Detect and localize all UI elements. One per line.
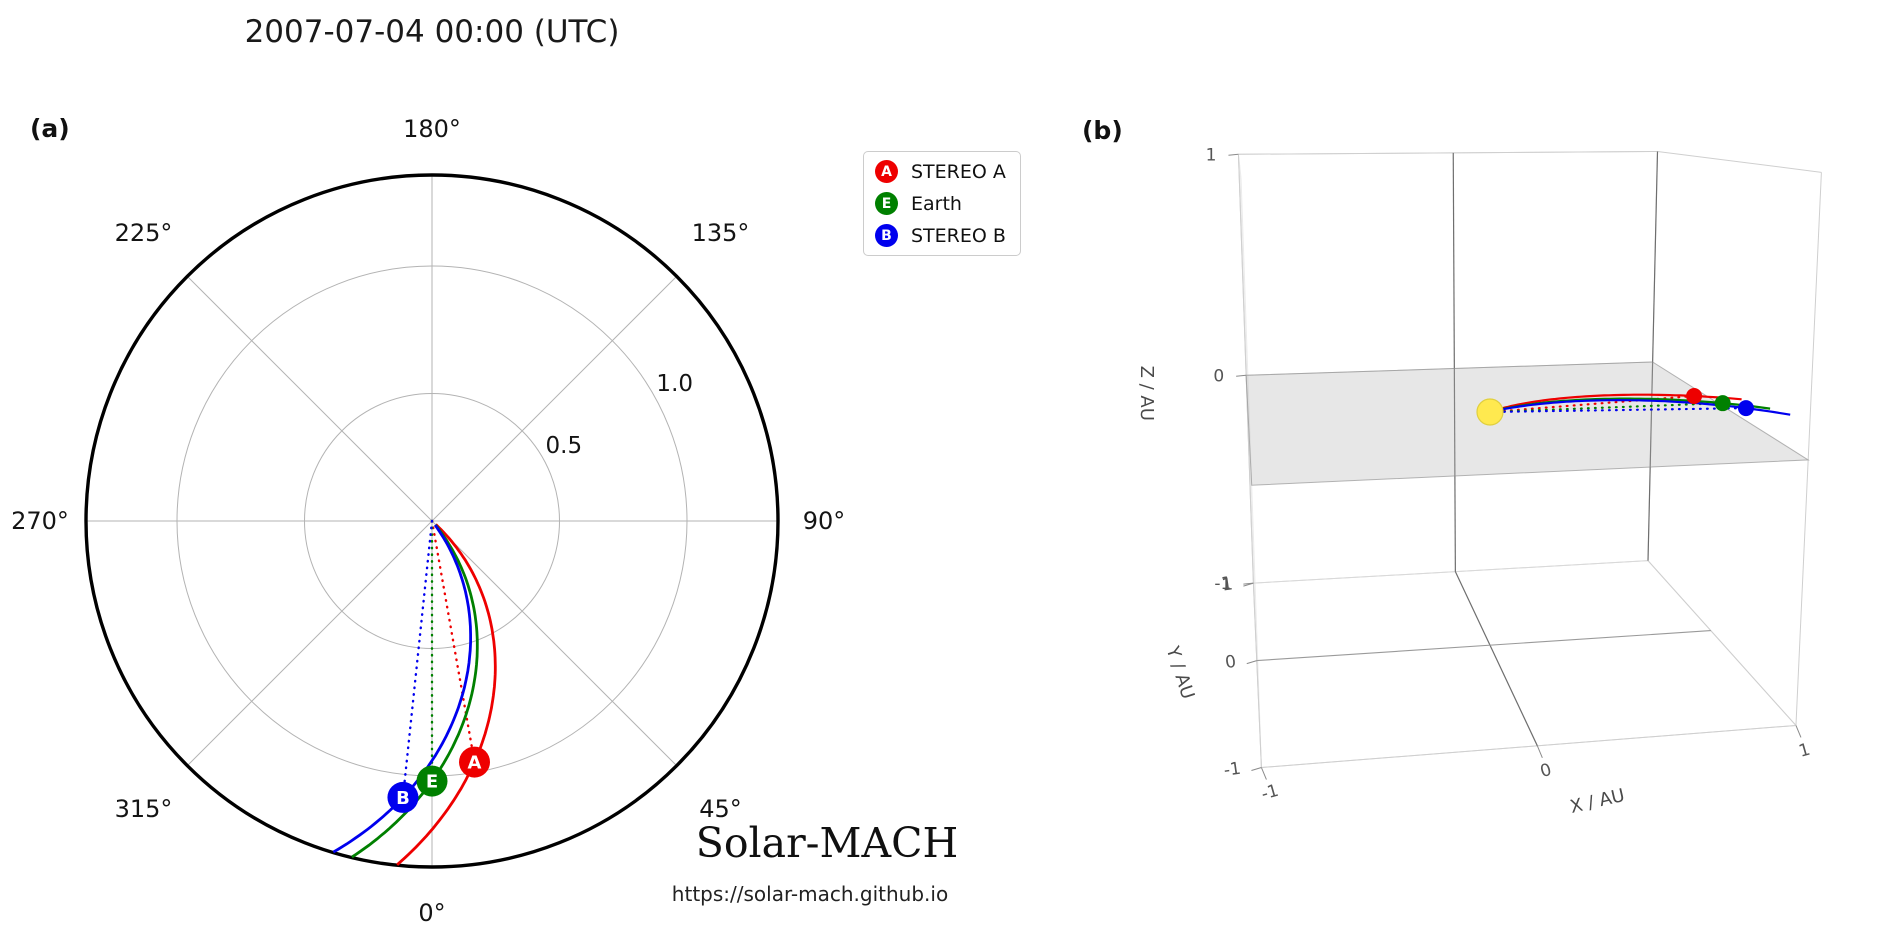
panel-a-label: (a) [30, 114, 70, 143]
earth-marker: E [416, 765, 448, 797]
polar-angle-label-315: 315° [114, 795, 173, 824]
polar-angle-label-270: 270° [11, 507, 69, 535]
figure-title: 2007-07-04 00:00 (UTC) [244, 14, 620, 50]
polar-angle-label-180: 180° [403, 115, 461, 143]
stereo-b-marker: B [387, 781, 419, 813]
x-tick-label-0: 0 [1538, 760, 1554, 782]
stereo-a-marker-circle [459, 746, 491, 778]
solar-mach-url: https://solar-mach.github.io [671, 882, 949, 906]
y-tickmark-1 [1243, 582, 1254, 587]
x-tickmark-0 [1536, 745, 1543, 758]
edge-left-back [1237, 154, 1254, 584]
legend-item-earth: E Earth [875, 192, 1006, 215]
stereo-b-marker-letter: B [396, 788, 410, 809]
z-axis-label: Z / AU [1136, 366, 1157, 421]
stereo-b-direct-dotted-line-3d [1488, 407, 1748, 414]
stereo-b-parker-spiral-3d [1494, 398, 1791, 416]
legend-label: Earth [911, 192, 962, 215]
z-tick-label-0: 0 [1213, 366, 1224, 386]
floor-grid-y1 [1253, 560, 1649, 584]
z-tickmark-0 [1236, 374, 1247, 377]
polar-angle-label-45: 45° [699, 795, 742, 824]
z-tick-label-1: 1 [1206, 145, 1217, 165]
edge-back-right-dark [1647, 151, 1659, 561]
stereo-a-direct-dotted-line-3d [1488, 394, 1696, 414]
y-tick-label--1: -1 [1223, 759, 1243, 781]
earth-marker-circle [416, 765, 448, 797]
polar-plot: BE A [84, 173, 780, 869]
z-tickmark-1 [1228, 153, 1239, 156]
stereo-b-marker-icon: B [875, 224, 898, 247]
earth-dot-3d [1714, 395, 1731, 412]
polar-body-stereo-a [396, 519, 497, 866]
ecliptic-plane [1245, 361, 1810, 486]
y-tick-label-1: 1 [1221, 574, 1235, 595]
polar-angle-label-225: 225° [114, 218, 173, 247]
x-tickmark-1 [1795, 725, 1802, 738]
legend: A STEREO A E Earth B STEREO B [863, 151, 1021, 256]
edge-left-front [1252, 583, 1262, 768]
stereo-a-dot-3d [1686, 388, 1703, 405]
earth-marker-letter: E [426, 772, 438, 793]
stereo-b-radial-dotted-line [401, 519, 434, 799]
polar-spoke-135 [431, 275, 678, 522]
stereo-a-marker: A [459, 746, 491, 778]
y-tick-label-0: 0 [1224, 652, 1238, 673]
z-tick-label--1: -1 [1214, 574, 1231, 594]
polar-r-label-1: 1.0 [656, 370, 694, 397]
earth-marker-icon: E [875, 192, 898, 215]
x-axis-label: X / AU [1568, 785, 1627, 818]
floor-grid-y0-dark [1256, 630, 1711, 662]
edge-bottom-front [1261, 724, 1796, 769]
stereo-a-marker-icon: A [875, 160, 898, 183]
legend-label: STEREO A [911, 160, 1006, 183]
floor-grid-x0-dark [1454, 571, 1538, 747]
x-tick-label--1: -1 [1259, 781, 1281, 805]
legend-item-stereo-b: B STEREO B [875, 224, 1006, 247]
polar-spoke-45 [431, 520, 678, 767]
polar-r-label-0.5: 0.5 [545, 433, 583, 460]
polar-angle-label-0: 0° [418, 899, 446, 927]
polar-angle-label-90: 90° [802, 507, 846, 535]
sun-marker-3d [1476, 398, 1504, 426]
polar-outer-boundary [84, 173, 780, 869]
edge-top-back [1238, 150, 1658, 155]
stereo-b-marker-circle [387, 781, 419, 813]
stereo-a-marker-letter: A [468, 753, 482, 774]
solar-mach-wordmark: Solar-MACH [695, 819, 959, 867]
edge-top-right [1657, 150, 1822, 173]
edge-right-front [1795, 172, 1822, 726]
x-tickmark--1 [1260, 767, 1267, 780]
backpane-grid-x0-dark [1452, 152, 1456, 572]
legend-label: STEREO B [911, 224, 1006, 247]
polar-spoke-225 [186, 275, 433, 522]
edge-bottom-right [1647, 560, 1797, 726]
polar-spoke-315 [186, 520, 433, 767]
stereo-a-parker-spiral [396, 523, 497, 866]
x-tick-label-1: 1 [1797, 740, 1813, 762]
y-tickmark-0 [1246, 660, 1257, 665]
panel-b-label: (b) [1082, 116, 1123, 145]
plot3d-body-stereo-b [1488, 398, 1791, 416]
stereo-b-dot-3d [1737, 400, 1754, 417]
y-axis-label: Y / AU [1161, 643, 1198, 702]
stereo-a-radial-dotted-line [430, 519, 476, 764]
y-tickmark--1 [1251, 767, 1262, 771]
legend-item-stereo-a: A STEREO A [875, 160, 1006, 183]
polar-angle-label-135: 135° [691, 218, 750, 247]
